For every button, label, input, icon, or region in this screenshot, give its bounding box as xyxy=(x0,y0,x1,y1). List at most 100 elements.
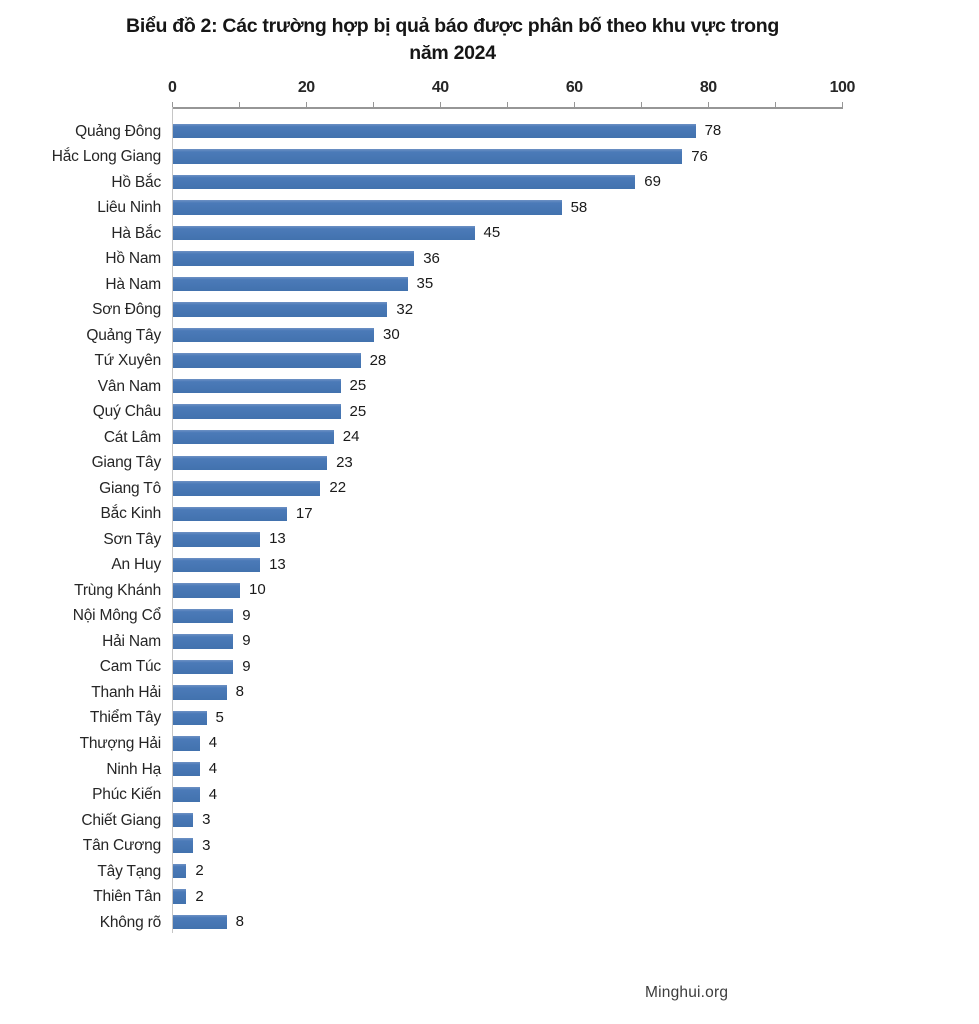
value-label: 32 xyxy=(396,300,414,318)
category-label: Giang Tây xyxy=(91,454,162,472)
category-label: Hồ Nam xyxy=(105,250,161,268)
bar xyxy=(173,787,200,802)
bar xyxy=(173,378,341,394)
value-label: 4 xyxy=(208,734,218,752)
bar xyxy=(173,251,415,266)
bar xyxy=(173,889,187,904)
x-axis-tick-label: 40 xyxy=(431,79,449,96)
category-label: Phúc Kiến xyxy=(92,786,161,804)
bar xyxy=(173,838,194,853)
bar xyxy=(173,455,328,470)
x-axis-tick xyxy=(238,102,240,107)
x-axis-tick-label: 0 xyxy=(168,79,177,96)
x-axis-tick xyxy=(640,102,642,107)
bar xyxy=(173,863,187,879)
value-label: 30 xyxy=(383,326,400,344)
bar xyxy=(173,634,234,649)
category-label: Hải Nam xyxy=(102,632,161,650)
bar xyxy=(173,123,696,139)
value-label: 36 xyxy=(423,249,440,267)
category-label: Liêu Ninh xyxy=(97,199,161,217)
chart-title-line2: năm 2024 xyxy=(409,42,496,64)
category-label: Hà Nam xyxy=(105,275,161,293)
bar xyxy=(173,736,200,751)
x-axis-tick-label: 80 xyxy=(699,79,717,96)
value-label: 8 xyxy=(235,913,244,931)
value-label: 78 xyxy=(704,122,722,139)
bar xyxy=(173,404,341,419)
category-label: Sơn Đông xyxy=(92,301,161,319)
category-label: Hồ Bắc xyxy=(111,173,161,191)
category-label: Quảng Tây xyxy=(86,326,161,344)
category-label: Chiết Giang xyxy=(81,811,161,829)
x-axis-tick xyxy=(372,102,374,107)
value-label: 9 xyxy=(242,632,251,650)
chart-title: Biểu đồ 2: Các trường hợp bị quả báo đượ… xyxy=(0,13,905,67)
chart-title-line1: Biểu đồ 2: Các trường hợp bị quả báo đượ… xyxy=(126,15,779,37)
y-axis-line xyxy=(171,107,173,933)
bar xyxy=(173,710,207,726)
category-label: Thiểm Tây xyxy=(89,709,161,727)
bar xyxy=(173,174,636,190)
x-axis-tick xyxy=(573,102,575,107)
value-label: 10 xyxy=(249,581,266,599)
value-label: 76 xyxy=(691,147,708,165)
category-label: Hà Bắc xyxy=(111,224,161,242)
x-axis-tick xyxy=(774,102,776,107)
value-label: 58 xyxy=(570,198,588,216)
value-label: 2 xyxy=(195,887,204,905)
value-label: 4 xyxy=(208,760,218,777)
category-label: Quý Châu xyxy=(92,403,161,421)
bar xyxy=(173,659,234,675)
x-axis-tick-label: 20 xyxy=(297,79,315,96)
bar xyxy=(173,149,683,164)
bar xyxy=(173,532,261,547)
source-credit: Minghui.org xyxy=(645,984,729,1001)
category-label: Cát Lâm xyxy=(103,428,161,446)
value-label: 3 xyxy=(202,836,211,854)
bar xyxy=(173,327,374,343)
value-label: 25 xyxy=(349,377,367,395)
bar xyxy=(173,302,388,317)
bar xyxy=(173,608,234,624)
category-label: Tân Cương xyxy=(82,837,161,855)
bar xyxy=(173,200,562,215)
value-label: 25 xyxy=(349,402,367,420)
category-label: Vân Nam xyxy=(97,377,161,395)
category-label: Trùng Khánh xyxy=(74,581,161,599)
bar xyxy=(173,353,361,368)
value-label: 8 xyxy=(235,683,244,701)
category-label: Ninh Hạ xyxy=(106,760,161,778)
value-label: 28 xyxy=(369,351,387,369)
bar xyxy=(173,685,227,700)
category-label: Sơn Tây xyxy=(103,530,161,548)
value-label: 17 xyxy=(295,504,313,522)
x-axis-tick xyxy=(305,102,307,107)
x-axis-tick xyxy=(171,102,173,107)
x-axis-tick-label: 100 xyxy=(829,79,856,96)
value-label: 69 xyxy=(644,173,661,191)
x-axis-tick xyxy=(506,102,508,107)
x-axis-tick xyxy=(439,102,441,107)
x-axis-tick xyxy=(841,102,843,107)
value-label: 3 xyxy=(202,811,211,829)
value-label: 23 xyxy=(336,453,353,471)
category-label: Cam Túc xyxy=(99,658,161,676)
value-label: 45 xyxy=(483,224,501,242)
bar xyxy=(173,557,261,573)
category-label: An Huy xyxy=(111,556,161,574)
value-label: 24 xyxy=(342,428,360,446)
value-label: 2 xyxy=(195,862,204,880)
category-label: Bắc Kinh xyxy=(100,505,162,523)
category-label: Hắc Long Giang xyxy=(51,148,161,166)
bar xyxy=(173,761,200,777)
category-label: Thiên Tân xyxy=(93,888,161,906)
category-label: Quảng Đông xyxy=(75,122,161,140)
value-label: 9 xyxy=(242,657,251,675)
category-label: Tây Tạng xyxy=(97,862,161,880)
bar xyxy=(173,506,287,522)
bar xyxy=(173,481,321,496)
category-label: Không rõ xyxy=(99,913,162,931)
bar xyxy=(173,429,334,445)
